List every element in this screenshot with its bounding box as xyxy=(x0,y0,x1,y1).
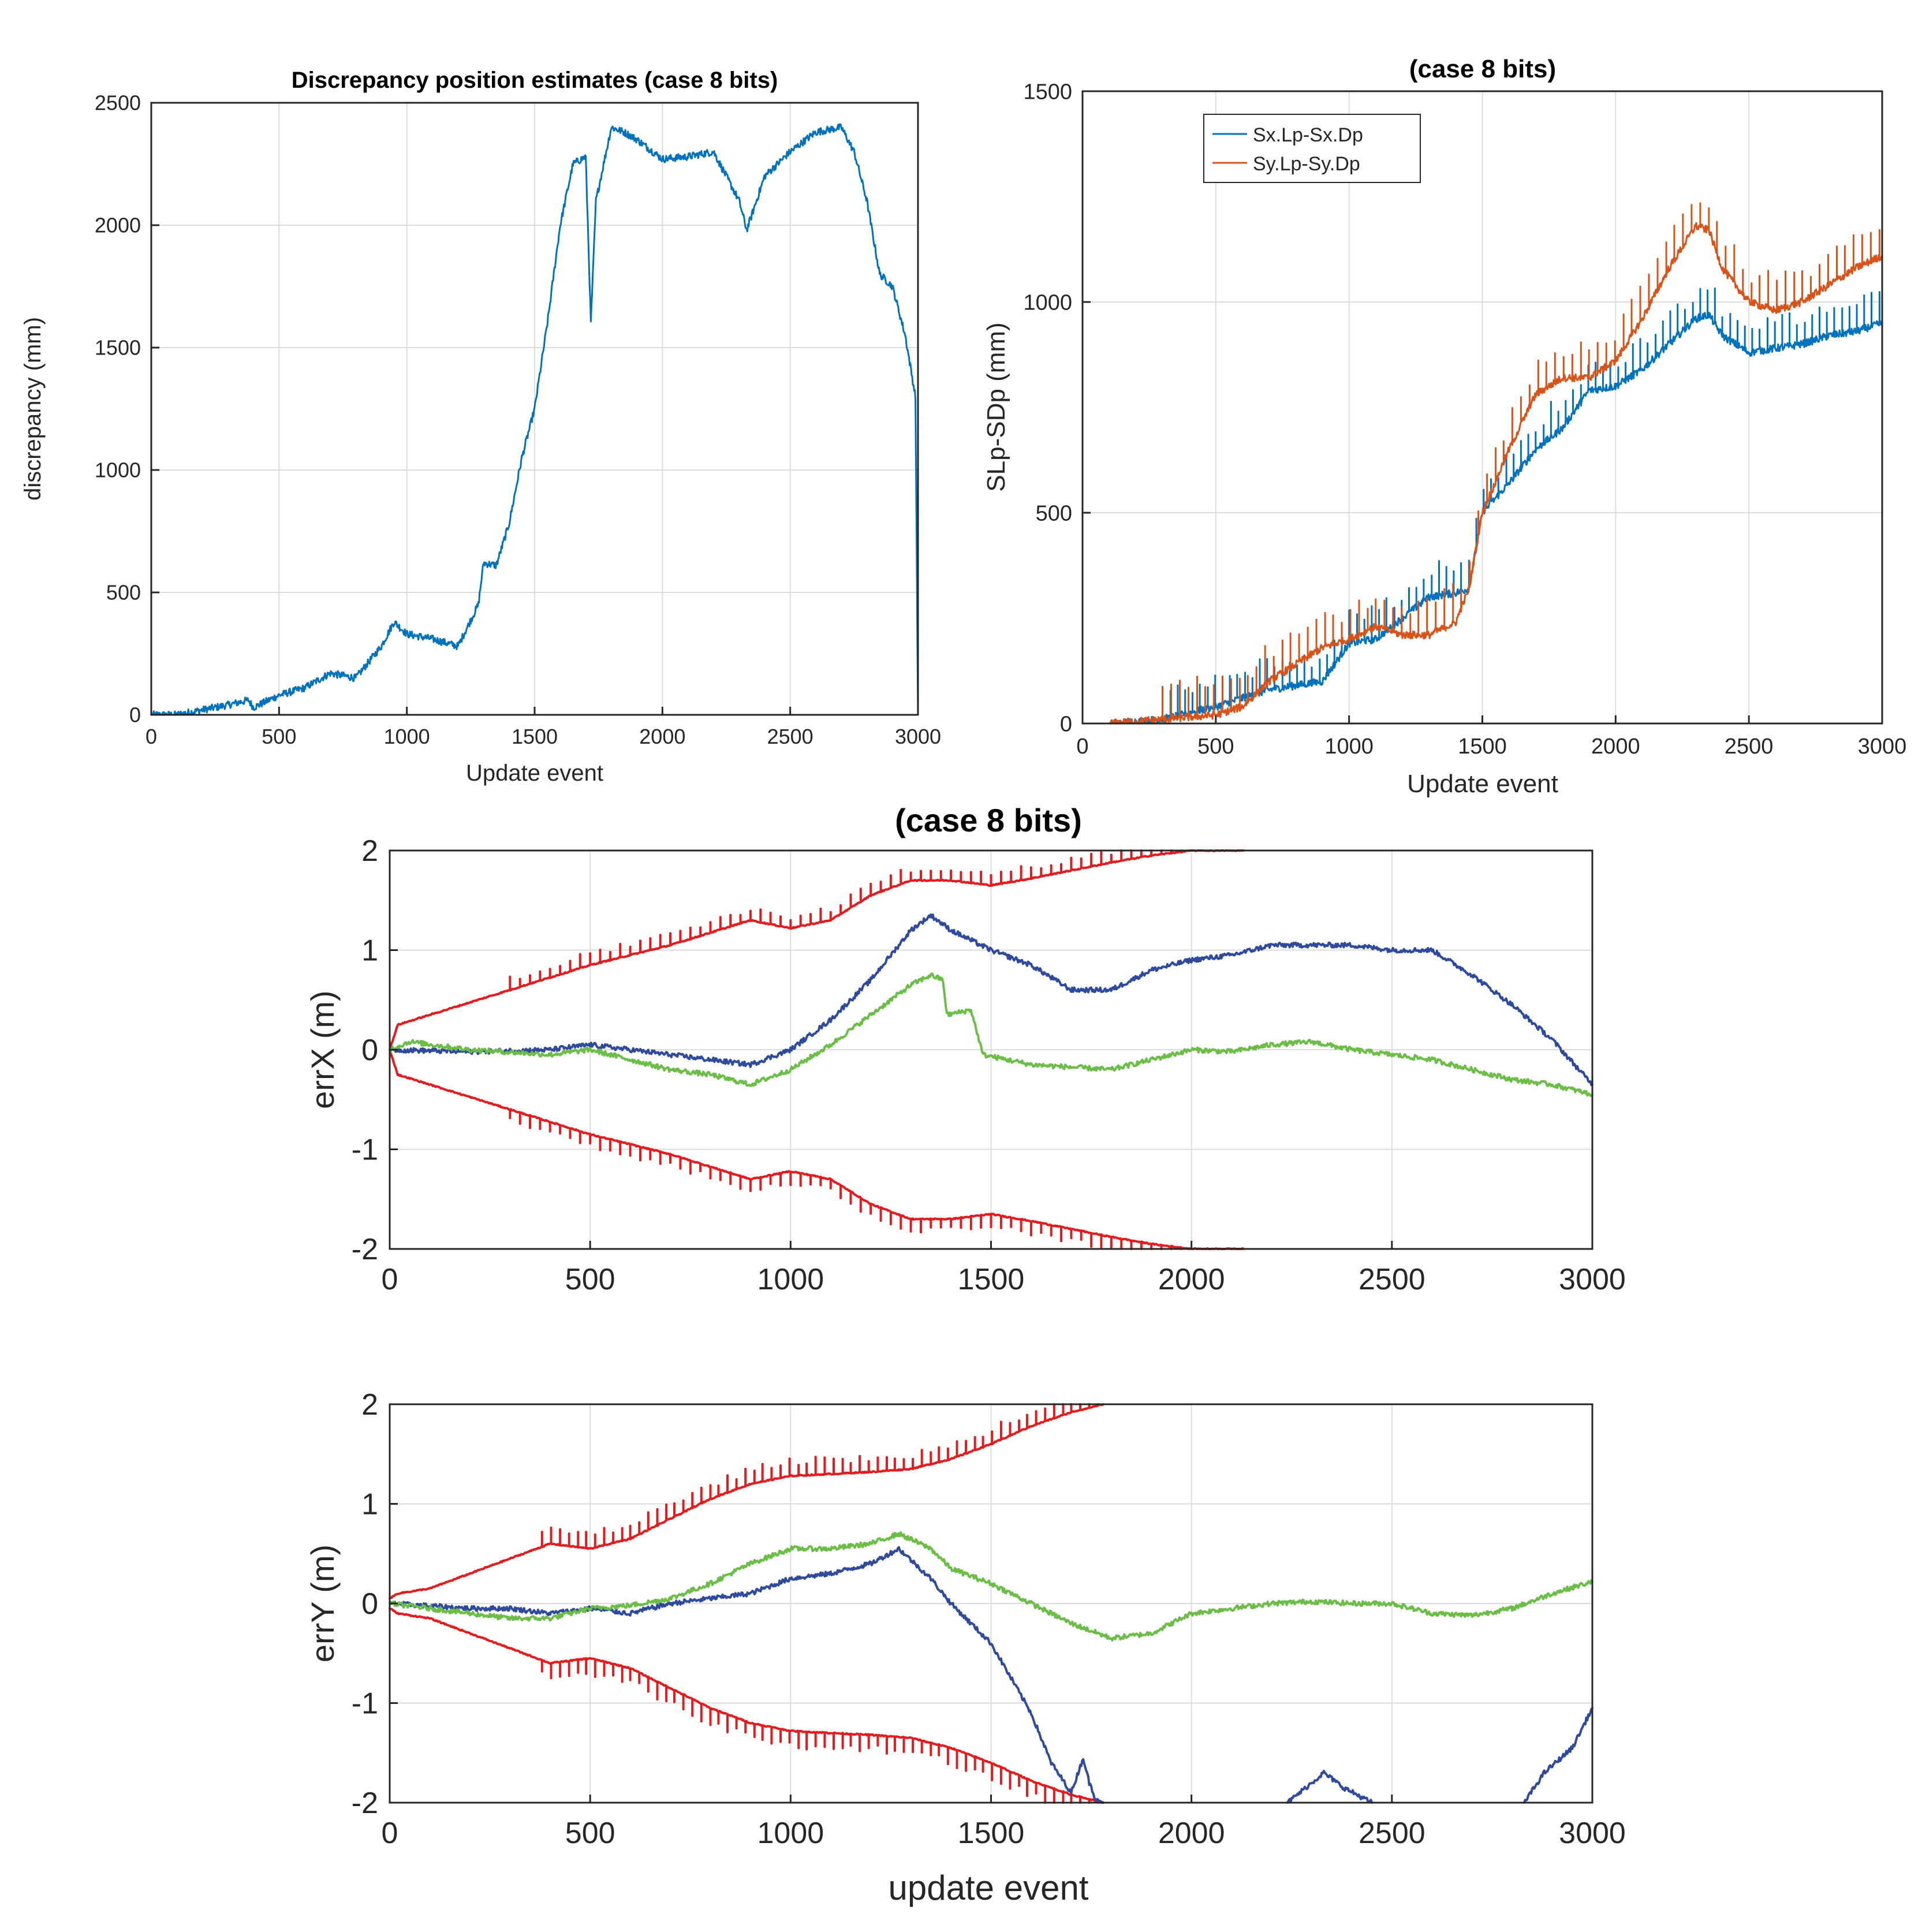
p1-ytick-label: 2500 xyxy=(95,91,141,115)
p4-series-lower-bound xyxy=(389,1607,1104,1804)
p3-series xyxy=(389,849,1593,1250)
p4-xtick-label: 0 xyxy=(382,1817,398,1850)
p4-series-upper-bound xyxy=(389,1403,1104,1600)
p2-x-ticks: 0 500 1000 1500 2000 2500 3000 xyxy=(1076,715,1906,759)
p4-x-axis-label: update event xyxy=(889,1868,1089,1907)
p2-legend-label-2: Sy.Lp-Sy.Dp xyxy=(1253,153,1360,175)
p2-xtick-label: 1500 xyxy=(1458,734,1507,759)
p2-y-axis-label: SLp-SDp (mm) xyxy=(982,322,1010,491)
p2-ytick-label: 1000 xyxy=(1023,290,1072,315)
p1-ytick-label: 1500 xyxy=(95,336,141,360)
p4-x-ticks: 0 500 1000 1500 2000 2500 3000 xyxy=(382,1795,1626,1850)
p4-series-blue-seg0 xyxy=(389,1546,1104,1804)
p3-ytick-label: -2 xyxy=(352,1233,378,1266)
p1-ytick-label: 1000 xyxy=(95,458,141,482)
p1-series xyxy=(150,123,919,716)
panel-discrepancy: Discrepancy position estimates (case 8 b… xyxy=(20,68,941,786)
p1-y-ticks: 0 500 1000 1500 2000 2500 xyxy=(95,91,159,727)
p4-series-blue-seg2 xyxy=(1523,1707,1593,1804)
p3-ytick-label: 0 xyxy=(361,1034,378,1067)
p4-xtick-label: 1500 xyxy=(958,1817,1025,1850)
p2-legend-box xyxy=(1203,114,1421,183)
p2-ytick-label: 1500 xyxy=(1023,80,1072,104)
panel-erry: 0 500 1000 1500 2000 2500 3000 -2 -1 0 1 2 update … xyxy=(304,1388,1626,1907)
p2-legend: Sx.Lp-Sx.Dp Sy.Lp-Sy.Dp xyxy=(1203,114,1421,183)
p4-xtick-label: 1000 xyxy=(757,1817,824,1850)
p4-xtick-label: 500 xyxy=(565,1817,615,1850)
p2-xtick-label: 2000 xyxy=(1591,734,1640,759)
p4-ytick-label: -2 xyxy=(352,1786,378,1820)
p2-series-sy-lp-sy-dp xyxy=(1108,202,1883,725)
p3-title: (case 8 bits) xyxy=(895,802,1082,838)
p2-ytick-label: 500 xyxy=(1036,501,1072,525)
p2-xtick-label: 0 xyxy=(1076,734,1088,759)
p1-xtick-label: 1000 xyxy=(384,725,430,748)
p2-xtick-label: 500 xyxy=(1197,734,1234,759)
p4-xtick-label: 2500 xyxy=(1359,1817,1425,1850)
p2-xtick-label: 3000 xyxy=(1858,734,1907,759)
p1-xtick-label: 2000 xyxy=(639,725,685,748)
p4-series-green xyxy=(389,1531,1593,1642)
p3-xtick-label: 2500 xyxy=(1359,1263,1425,1296)
p3-xtick-label: 1500 xyxy=(958,1263,1025,1296)
p1-xtick-label: 2500 xyxy=(767,725,813,748)
p3-xtick-label: 1000 xyxy=(757,1263,824,1296)
p4-ytick-label: 2 xyxy=(361,1388,378,1422)
p2-series-sx-lp-sx-dp xyxy=(1108,287,1883,725)
p3-y-axis-label: errX (m) xyxy=(304,990,341,1109)
p3-xtick-label: 3000 xyxy=(1559,1263,1626,1296)
p4-y-axis-label: errY (m) xyxy=(304,1545,341,1662)
p3-xtick-label: 0 xyxy=(382,1263,398,1296)
p2-legend-label-1: Sx.Lp-Sx.Dp xyxy=(1253,124,1363,146)
p1-title: Discrepancy position estimates (case 8 b… xyxy=(292,68,778,93)
p3-series-lower-bound xyxy=(389,1049,1245,1250)
p3-x-ticks: 0 500 1000 1500 2000 2500 3000 xyxy=(382,1241,1626,1296)
p1-xtick-label: 3000 xyxy=(895,725,941,748)
p4-series xyxy=(389,1403,1593,1804)
p1-y-axis-label: discrepancy (mm) xyxy=(20,317,46,501)
p3-y-ticks: -2 -1 0 1 2 xyxy=(352,834,398,1266)
p1-x-axis-label: Update event xyxy=(466,760,603,786)
p4-series-blue-seg1 xyxy=(1286,1770,1374,1804)
p4-xtick-label: 2000 xyxy=(1158,1817,1225,1850)
p1-xtick-label: 500 xyxy=(262,725,296,748)
p3-ytick-label: 2 xyxy=(361,834,378,868)
p1-ytick-label: 0 xyxy=(129,703,141,727)
panel-errx: (case 8 bits) 0 500 1000 1500 2000 2500 3000 -… xyxy=(304,802,1626,1296)
p4-ytick-label: 1 xyxy=(361,1488,378,1521)
p3-series-blue xyxy=(389,913,1593,1087)
p4-xtick-label: 3000 xyxy=(1559,1817,1626,1850)
p2-ytick-label: 0 xyxy=(1060,712,1072,736)
p2-y-ticks: 0 500 1000 1500 xyxy=(1023,80,1091,736)
p3-series-upper-bound xyxy=(389,849,1245,1051)
p4-ytick-label: -1 xyxy=(352,1687,378,1721)
p1-xtick-label: 0 xyxy=(145,725,157,748)
p4-ytick-label: 0 xyxy=(361,1587,378,1621)
p2-x-axis-label: Update event xyxy=(1407,770,1558,798)
panel-slp-sdp: (case 8 bits) 0 500 1000 1500 2000 2500 3000 0… xyxy=(982,55,1906,798)
p3-ytick-label: -1 xyxy=(352,1133,378,1167)
p2-xtick-label: 2500 xyxy=(1725,734,1774,759)
p1-xtick-label: 1500 xyxy=(512,725,558,748)
p1-ytick-label: 500 xyxy=(106,581,141,605)
p3-ytick-label: 1 xyxy=(361,934,378,968)
p2-title: (case 8 bits) xyxy=(1409,55,1556,83)
p1-series-discrepancy xyxy=(150,123,919,716)
p1-ytick-label: 2000 xyxy=(95,214,141,237)
p2-series xyxy=(1108,202,1883,725)
p2-xtick-label: 1000 xyxy=(1324,734,1374,759)
p3-xtick-label: 500 xyxy=(565,1263,615,1296)
p4-y-ticks: -2 -1 0 1 2 xyxy=(352,1388,398,1820)
p3-xtick-label: 2000 xyxy=(1158,1263,1225,1296)
p3-series-green xyxy=(389,972,1593,1097)
p1-x-ticks: 0 500 1000 1500 2000 2500 3000 xyxy=(145,707,941,748)
